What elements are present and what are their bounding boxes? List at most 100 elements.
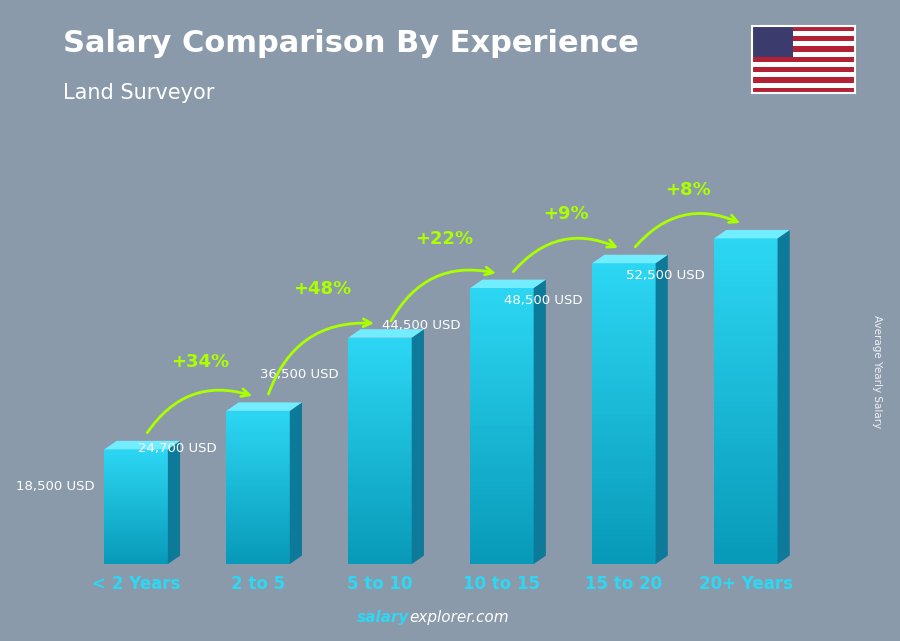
Bar xyxy=(348,451,411,454)
Bar xyxy=(714,293,778,298)
Bar xyxy=(348,447,411,451)
Bar xyxy=(592,489,655,494)
Polygon shape xyxy=(411,329,424,564)
Bar xyxy=(471,486,534,490)
Bar xyxy=(348,383,411,387)
Bar xyxy=(227,495,290,497)
Bar xyxy=(471,490,534,495)
Bar xyxy=(227,462,290,465)
Bar xyxy=(471,325,534,329)
Bar xyxy=(471,458,534,463)
Bar xyxy=(714,445,778,450)
Bar xyxy=(104,514,168,516)
Bar xyxy=(104,465,168,467)
Bar xyxy=(471,522,534,528)
Bar xyxy=(714,526,778,531)
Bar xyxy=(471,288,534,293)
Bar xyxy=(592,514,655,519)
Bar xyxy=(227,413,290,416)
Bar xyxy=(714,390,778,395)
Bar xyxy=(471,454,534,458)
Bar xyxy=(592,479,655,484)
Bar xyxy=(348,553,411,556)
Bar xyxy=(714,254,778,260)
Bar xyxy=(592,333,655,338)
Bar xyxy=(348,454,411,458)
Bar xyxy=(592,459,655,464)
Bar xyxy=(227,520,290,523)
Bar xyxy=(104,455,168,457)
Bar xyxy=(714,271,778,276)
Bar xyxy=(471,509,534,513)
Bar xyxy=(227,510,290,513)
Bar xyxy=(227,492,290,495)
Bar xyxy=(714,395,778,401)
Text: 48,500 USD: 48,500 USD xyxy=(504,294,582,307)
Bar xyxy=(104,497,168,499)
Bar xyxy=(227,421,290,424)
Text: +22%: +22% xyxy=(415,230,473,248)
Polygon shape xyxy=(168,441,180,564)
Bar xyxy=(104,545,168,547)
Bar xyxy=(471,435,534,440)
Bar xyxy=(714,276,778,282)
Bar xyxy=(592,283,655,288)
Bar xyxy=(227,515,290,518)
Bar xyxy=(348,387,411,390)
Bar xyxy=(348,481,411,485)
Bar xyxy=(714,428,778,434)
Bar xyxy=(471,504,534,509)
Bar xyxy=(104,476,168,478)
Bar xyxy=(227,431,290,434)
Bar xyxy=(348,410,411,413)
Bar xyxy=(348,356,411,360)
Bar xyxy=(104,547,168,549)
Bar xyxy=(471,463,534,467)
Bar xyxy=(227,505,290,508)
Bar xyxy=(471,315,534,320)
Bar xyxy=(592,469,655,474)
Bar xyxy=(104,533,168,535)
Bar xyxy=(471,371,534,376)
Bar xyxy=(471,306,534,311)
Bar xyxy=(714,265,778,271)
Bar xyxy=(348,549,411,553)
Bar xyxy=(592,444,655,449)
Bar xyxy=(227,465,290,467)
Bar xyxy=(227,411,290,413)
Bar xyxy=(592,464,655,469)
Bar xyxy=(227,528,290,531)
Bar xyxy=(471,357,534,362)
Bar xyxy=(348,338,411,342)
Bar xyxy=(592,413,655,419)
Bar xyxy=(348,420,411,424)
Bar xyxy=(714,483,778,488)
Bar xyxy=(348,398,411,402)
Bar xyxy=(104,469,168,470)
Text: 44,500 USD: 44,500 USD xyxy=(382,319,461,332)
Bar xyxy=(104,490,168,492)
Bar xyxy=(227,523,290,526)
Bar xyxy=(227,478,290,480)
Bar xyxy=(104,506,168,508)
Bar xyxy=(104,510,168,512)
Bar xyxy=(714,358,778,363)
Bar xyxy=(752,36,855,41)
Bar xyxy=(227,538,290,541)
Bar xyxy=(714,542,778,548)
Text: +8%: +8% xyxy=(665,181,711,199)
Bar xyxy=(348,424,411,428)
Bar xyxy=(752,67,855,72)
Bar xyxy=(348,364,411,368)
Bar xyxy=(348,462,411,466)
Bar xyxy=(471,293,534,297)
Bar xyxy=(471,550,534,555)
Bar xyxy=(348,458,411,462)
Bar xyxy=(348,500,411,504)
Bar xyxy=(592,394,655,399)
Bar xyxy=(592,449,655,454)
Bar xyxy=(104,459,168,461)
Bar xyxy=(714,309,778,314)
Bar xyxy=(348,368,411,372)
Bar xyxy=(714,439,778,445)
